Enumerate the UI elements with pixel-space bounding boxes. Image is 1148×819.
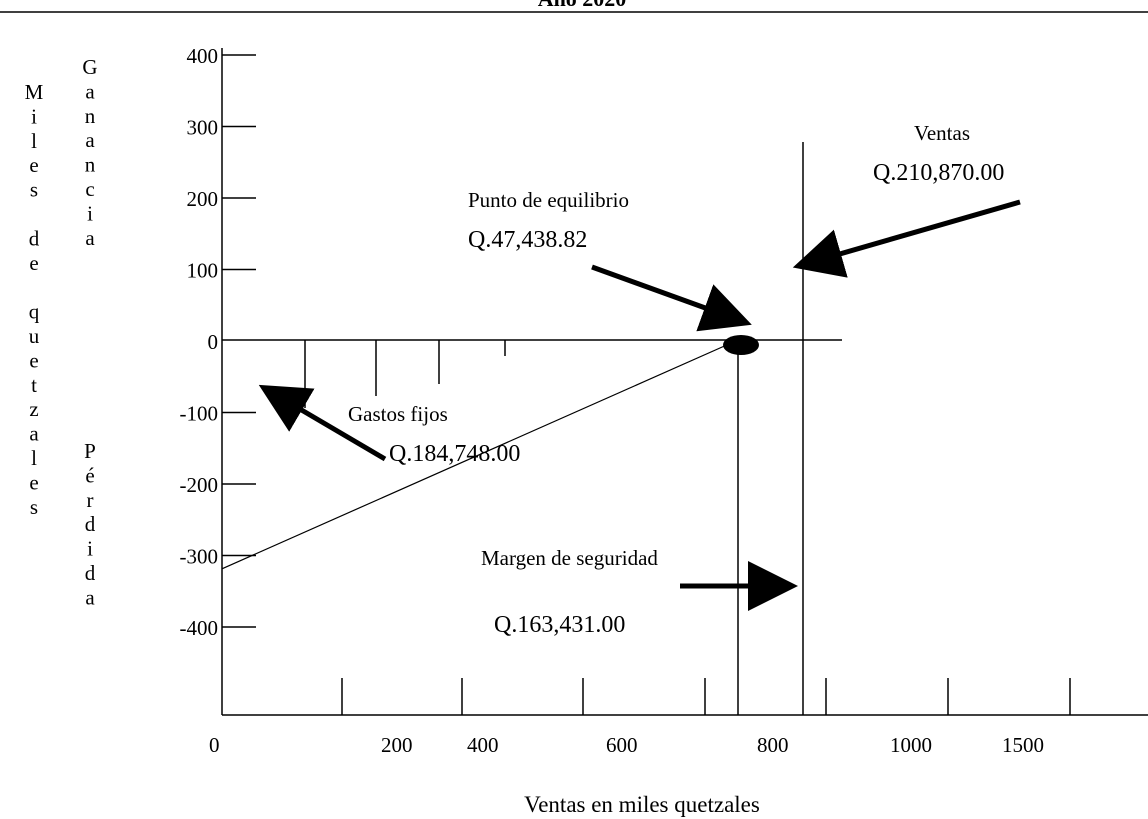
y-ticks: 400 300 200 100 0 -100 -200 -300 -400: [180, 44, 256, 640]
margen-value: Q.163,431.00: [494, 612, 625, 638]
x-axis-label: Ventas en miles quetzales: [524, 792, 760, 817]
x-tick-label: 0: [209, 733, 220, 757]
y-label-letter: e: [29, 470, 38, 494]
y-label-letter: e: [29, 251, 38, 275]
ventas-arrow: [792, 199, 1021, 278]
y-label-letter: q: [29, 300, 40, 324]
ventas-value: Q.210,870.00: [873, 160, 1004, 186]
y-tick-label: 100: [187, 259, 219, 283]
y-tick-label: 400: [187, 44, 219, 68]
x-tick-label: 600: [606, 733, 638, 757]
y-label-letter: n: [85, 104, 96, 128]
y-label-letter: i: [87, 537, 93, 561]
y-label-letter: é: [85, 463, 94, 487]
x-ticks: 0 200 400 600 800 1000 1500: [209, 678, 1071, 757]
chart-title: Año 2020: [538, 0, 627, 11]
y-tick-label: 0: [208, 330, 219, 354]
y-label-letter: G: [82, 55, 97, 79]
ventas-label: Ventas: [914, 121, 970, 145]
y-label-letter: a: [85, 128, 95, 152]
y-label-letter: d: [85, 561, 96, 585]
y-label-letter: d: [85, 512, 96, 536]
y-label-letter: P: [84, 439, 96, 463]
y-tick-label: 300: [187, 116, 219, 140]
x-tick-label: 400: [467, 733, 499, 757]
y-label-letter: t: [31, 373, 37, 397]
y-label-letter: e: [29, 153, 38, 177]
margen-label: Margen de seguridad: [481, 546, 658, 570]
y-label-letter: i: [87, 201, 93, 225]
x-tick-label: 800: [757, 733, 789, 757]
y-label-letter: d: [29, 226, 40, 250]
y-label-letter: n: [85, 153, 96, 177]
y-tick-label: -100: [180, 402, 219, 426]
y-tick-label: -200: [180, 473, 219, 497]
y-label-letter: e: [29, 348, 38, 372]
y-label-letter: M: [25, 80, 44, 104]
y-label-letter: r: [87, 488, 94, 512]
equilibrio-value: Q.47,438.82: [468, 227, 587, 253]
y-label-letter: s: [30, 178, 38, 202]
y-label-letter: a: [85, 226, 95, 250]
x-tick-label: 1500: [1002, 733, 1044, 757]
gastos-arrow: [258, 384, 387, 462]
gastos-value: Q.184,748.00: [389, 441, 520, 467]
x-tick-label: 1000: [890, 733, 932, 757]
x-tick-label: 200: [381, 733, 413, 757]
y-label-letter: a: [29, 422, 39, 446]
gastos-label: Gastos fijos: [348, 402, 448, 426]
y-label-letter: u: [29, 324, 40, 348]
y-tick-label: -300: [180, 545, 219, 569]
y-label-letter: a: [85, 79, 95, 103]
y-label-letter: s: [30, 495, 38, 519]
cost-line: [221, 339, 739, 570]
y-label-letter: i: [31, 104, 37, 128]
y-tick-label: -400: [180, 616, 219, 640]
y-label-letter: l: [31, 129, 37, 153]
break-even-point: [723, 335, 759, 355]
y-label-letter: z: [29, 397, 38, 421]
y-label-letter: a: [85, 585, 95, 609]
equilibrio-arrow: [591, 264, 752, 332]
equilibrio-label: Punto de equilibrio: [468, 188, 629, 212]
y-label-letter: l: [31, 446, 37, 470]
y-tick-label: 200: [187, 187, 219, 211]
y-label-letter: c: [85, 177, 94, 201]
zero-line-ticks: [304, 340, 506, 408]
